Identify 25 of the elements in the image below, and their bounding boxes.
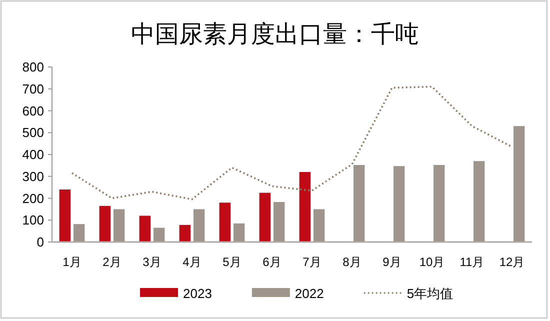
legend: 2023 [183,286,212,301]
xtick: 4月 [182,255,202,269]
ytick: 700 [22,81,44,96]
xtick: 3月 [142,255,162,269]
ytick: 800 [22,60,44,74]
ytick: 200 [22,190,44,206]
xtick: 10月 [419,255,445,269]
xtick: 9月 [382,255,402,269]
legend: 5年均值 [406,286,454,301]
ytick: 500 [22,125,44,140]
xtick: 12月 [499,255,525,269]
ytick: 300 [22,168,44,184]
xtick: 11月 [460,255,484,269]
xtick: 5月 [222,255,242,269]
xtick: 2月 [102,255,122,269]
legend: 2022 [294,286,324,301]
xtick: 6月 [262,255,282,269]
ytick: 0 [36,234,44,250]
ytick: 600 [22,103,44,118]
xtick: 8月 [342,255,362,269]
title: 中国尿素月度出口量：千吨 [131,22,419,48]
xtick: 7月 [302,255,322,269]
ytick: 100 [22,212,44,228]
ytick: 400 [22,147,44,162]
xtick: 1月 [62,255,82,269]
